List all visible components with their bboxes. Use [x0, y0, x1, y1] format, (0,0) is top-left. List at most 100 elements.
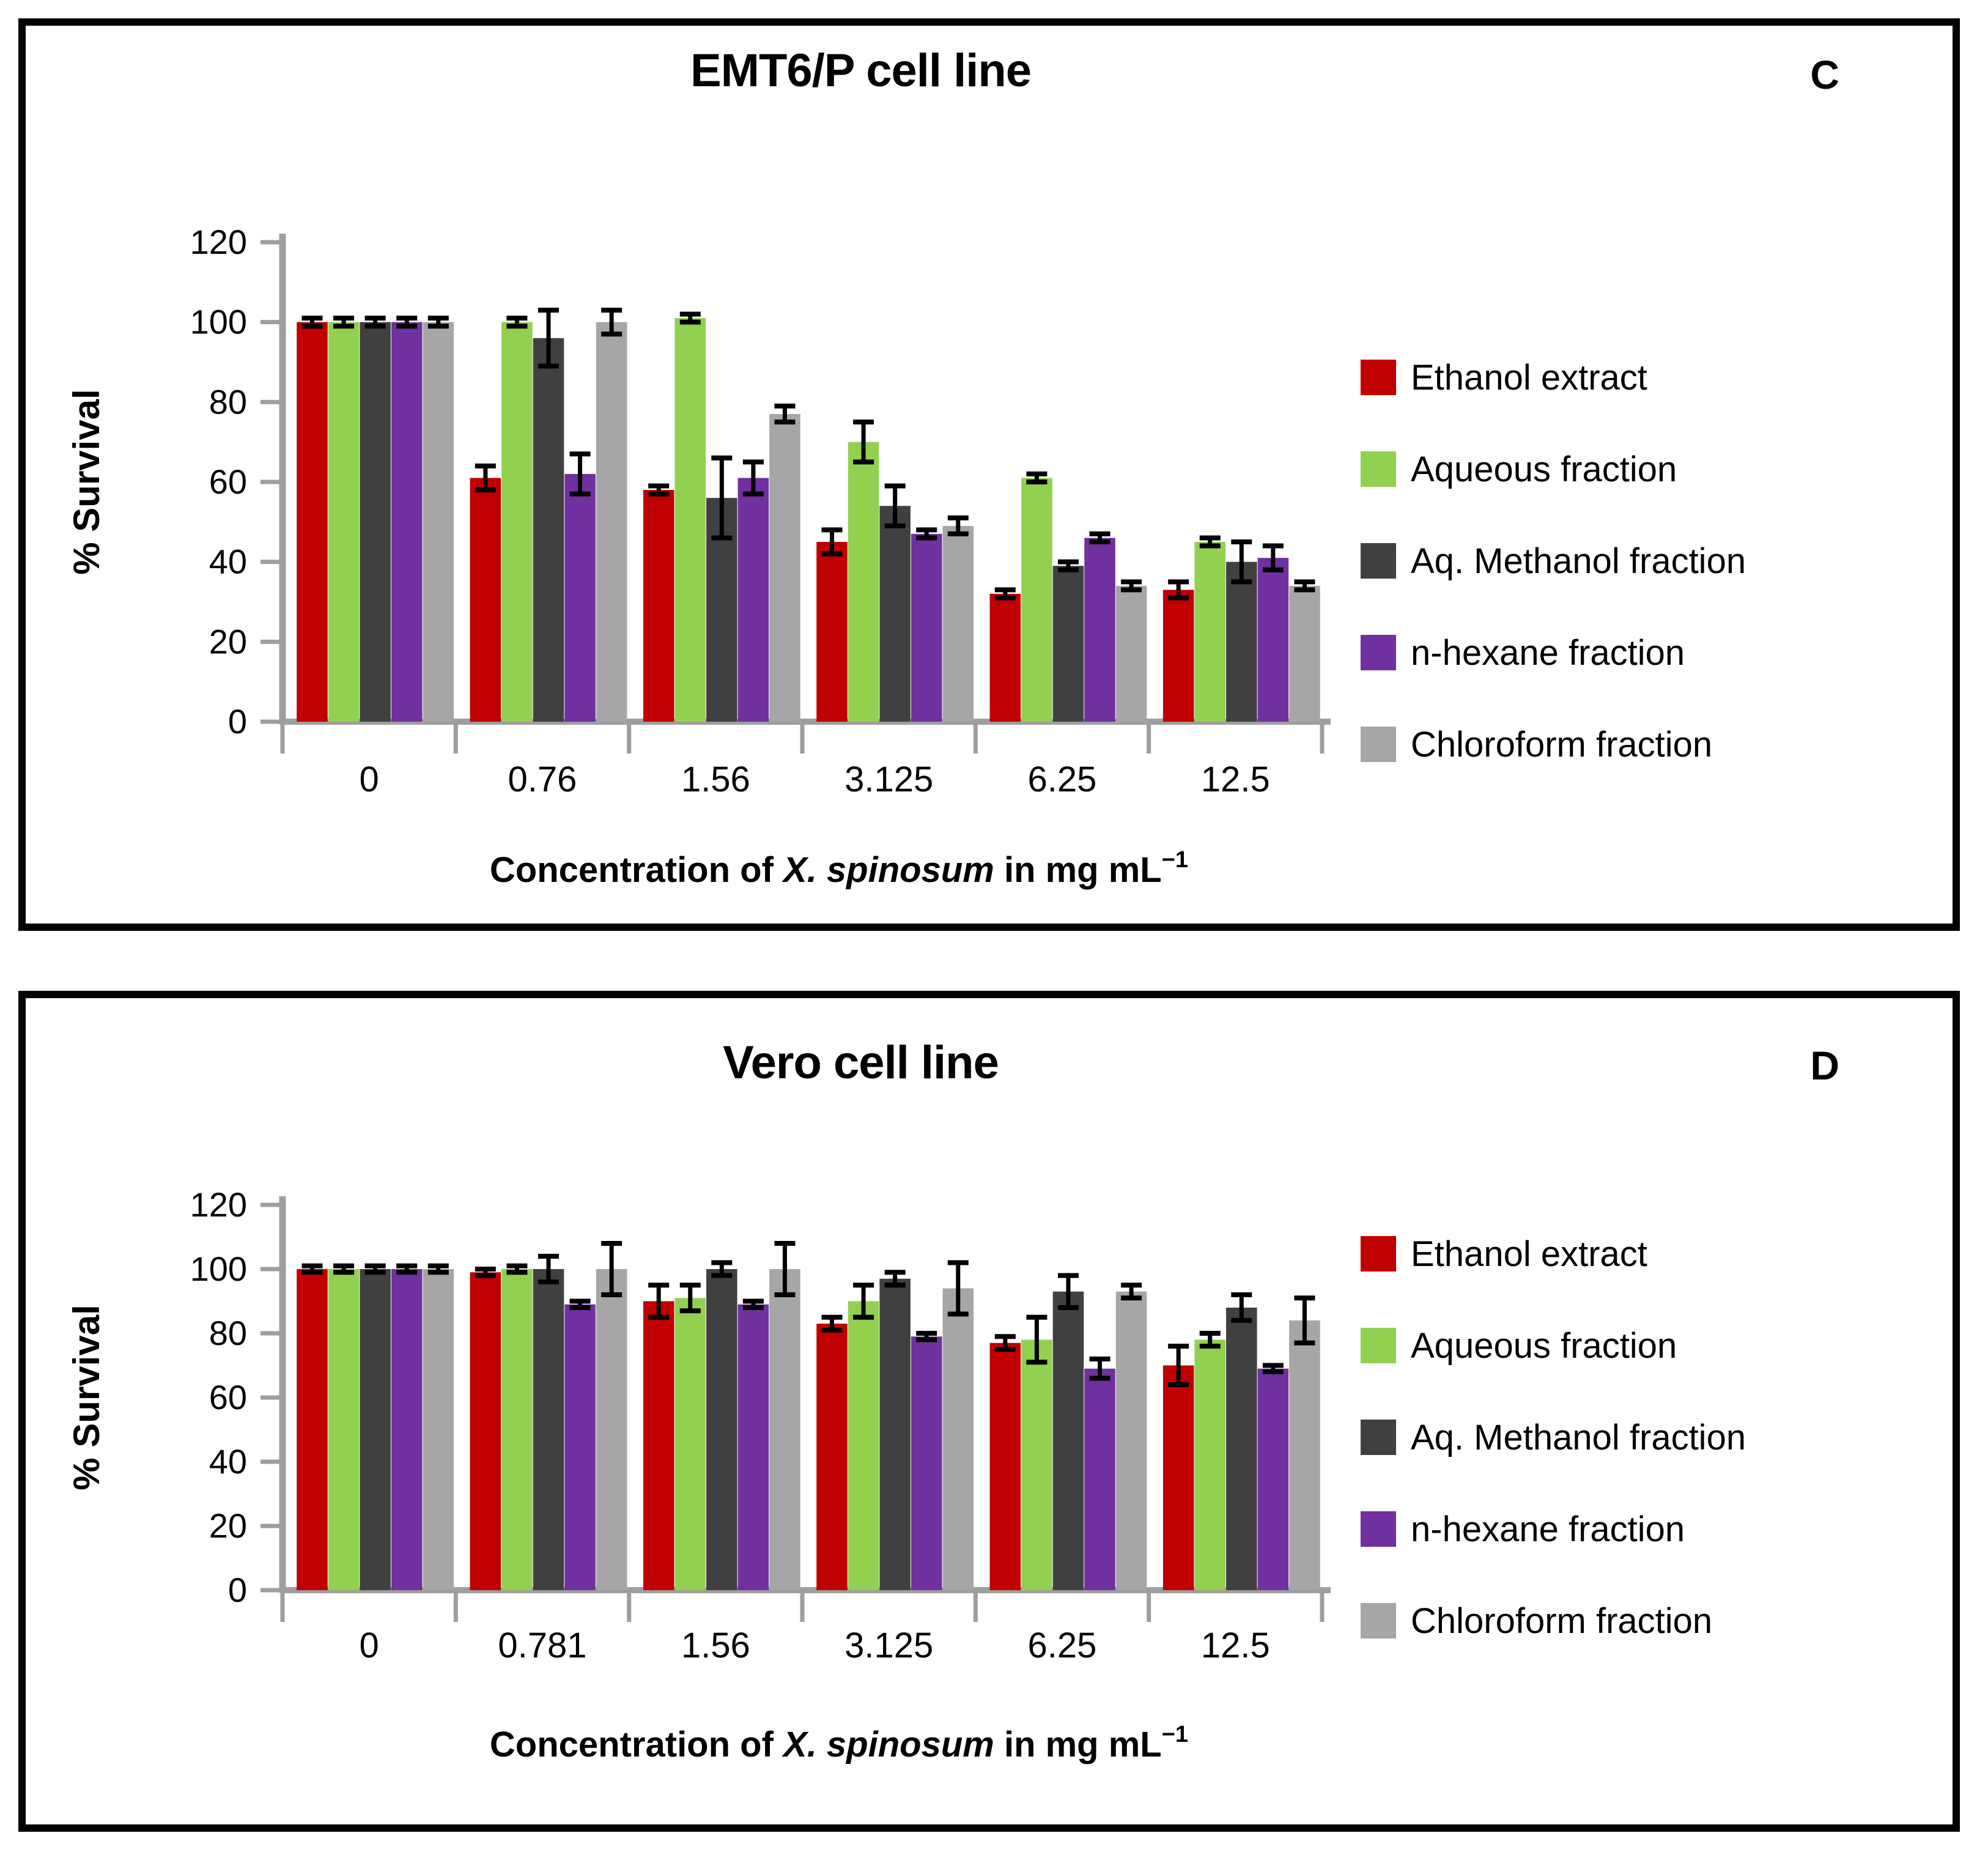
bar	[1084, 538, 1115, 722]
bar	[533, 1269, 564, 1590]
bar	[942, 1288, 974, 1590]
legend-swatch-icon	[1361, 543, 1396, 579]
x-tick-label: 12.5	[1201, 1626, 1270, 1665]
panel-vero: 0 20 40 60 80 100 120 0 0.781 1.56 3.125 6.25 12.5 % …	[18, 991, 1960, 1832]
bar	[769, 1269, 800, 1590]
bar	[1021, 1339, 1052, 1590]
bar	[942, 525, 974, 722]
bar	[1021, 478, 1052, 722]
y-tick-label: 100	[190, 303, 247, 341]
legend-label: Ethanol extract	[1411, 357, 1647, 398]
legend-swatch-icon	[1361, 1603, 1396, 1638]
y-tick-label: 120	[190, 1185, 247, 1224]
bar	[297, 1269, 328, 1590]
x-tick-label: 0.781	[498, 1626, 586, 1665]
y-tick-label: 0	[228, 702, 247, 741]
bar	[989, 1342, 1021, 1590]
legend-label: Chloroform fraction	[1411, 724, 1713, 765]
legend-item: n-hexane fraction	[1361, 632, 1746, 673]
bar	[674, 1298, 706, 1590]
legend: Ethanol extract Aqueous fraction Aq. Metha…	[1361, 357, 1746, 818]
y-tick-label: 20	[209, 622, 247, 661]
bar	[706, 1269, 737, 1590]
legend-label: Aq. Methanol fraction	[1411, 1417, 1746, 1457]
x-tick-label: 3.125	[844, 760, 933, 799]
legend-swatch-icon	[1361, 451, 1396, 487]
panel-letter: D	[1810, 1043, 1839, 1088]
bar	[328, 1269, 360, 1590]
x-tick-label: 6.25	[1028, 1626, 1097, 1665]
bar	[360, 322, 391, 722]
x-tick-label: 0	[360, 760, 379, 799]
bar	[848, 1301, 879, 1590]
legend-swatch-icon	[1361, 1328, 1396, 1363]
legend-swatch-icon	[1361, 1511, 1396, 1547]
bar	[1257, 558, 1289, 722]
bar	[1115, 585, 1147, 722]
bar	[911, 533, 942, 722]
y-tick-label: 100	[190, 1250, 247, 1288]
x-tick-label: 0	[360, 1626, 379, 1665]
bar	[1289, 1320, 1320, 1590]
bar	[1115, 1291, 1147, 1590]
bar	[1194, 1339, 1226, 1590]
panel-emt6p: 0 20 40 60 80 100 120 0 0.76 1.56 3.125 6.25 12.5 % S…	[18, 18, 1960, 931]
bar	[1226, 561, 1257, 722]
vero-bar-chart: 0 20 40 60 80 100 120 0 0.781 1.56 3.125 6.25 12.5 % …	[66, 1185, 1331, 1764]
bar	[674, 318, 706, 722]
y-axis-title: % Survival	[66, 389, 107, 575]
bar	[737, 478, 769, 722]
y-tick-label: 40	[209, 1442, 247, 1481]
bar	[1289, 585, 1320, 722]
legend-item: n-hexane fraction	[1361, 1509, 1746, 1549]
legend-label: Chloroform fraction	[1411, 1601, 1713, 1641]
bar	[643, 490, 674, 722]
bar	[737, 1304, 769, 1590]
bar	[501, 322, 533, 722]
legend-swatch-icon	[1361, 1420, 1396, 1455]
legend-label: Aqueous fraction	[1411, 1325, 1677, 1366]
bar	[1257, 1368, 1289, 1590]
bar	[501, 1269, 533, 1590]
y-tick-label: 80	[209, 382, 247, 421]
x-tick-label: 0.76	[508, 760, 577, 799]
panel-letter: C	[1810, 52, 1839, 97]
bar	[643, 1301, 674, 1590]
bar	[596, 322, 627, 722]
x-tick-label: 1.56	[681, 760, 750, 799]
bar	[1052, 1291, 1084, 1590]
bar	[360, 1269, 391, 1590]
bar	[423, 1269, 454, 1590]
bar	[816, 1324, 848, 1590]
legend-swatch-icon	[1361, 635, 1396, 670]
bar	[391, 322, 423, 722]
bar	[1162, 1365, 1194, 1590]
x-tick-label: 1.56	[681, 1626, 750, 1665]
legend-item: Aqueous fraction	[1361, 1325, 1746, 1366]
legend-swatch-icon	[1361, 1236, 1396, 1272]
x-axis-title: Concentration of X. spinosum in mg mL−1	[490, 1722, 1188, 1764]
legend-item: Aq. Methanol fraction	[1361, 1417, 1746, 1457]
bar	[1162, 590, 1194, 722]
bar	[879, 1278, 911, 1590]
legend-label: n-hexane fraction	[1411, 632, 1685, 673]
y-tick-label: 20	[209, 1506, 247, 1545]
legend-label: Aq. Methanol fraction	[1411, 541, 1746, 581]
legend-label: n-hexane fraction	[1411, 1509, 1685, 1549]
emt6p-bar-chart: 0 20 40 60 80 100 120 0 0.76 1.56 3.125 6.25 12.5 % S…	[66, 223, 1331, 890]
y-tick-label: 60	[209, 462, 247, 501]
bar	[297, 322, 328, 722]
y-tick-label: 60	[209, 1378, 247, 1416]
bar	[989, 593, 1021, 722]
bar	[470, 478, 501, 722]
bar	[1194, 542, 1226, 722]
legend-item: Aq. Methanol fraction	[1361, 541, 1746, 581]
bar	[816, 542, 848, 722]
y-tick-label: 80	[209, 1314, 247, 1352]
bar	[1084, 1368, 1115, 1590]
bar	[533, 338, 564, 722]
legend-label: Ethanol extract	[1411, 1234, 1647, 1274]
legend: Ethanol extract Aqueous fraction Aq. Metha…	[1361, 1234, 1746, 1694]
bar	[328, 322, 360, 722]
bar	[564, 473, 596, 722]
